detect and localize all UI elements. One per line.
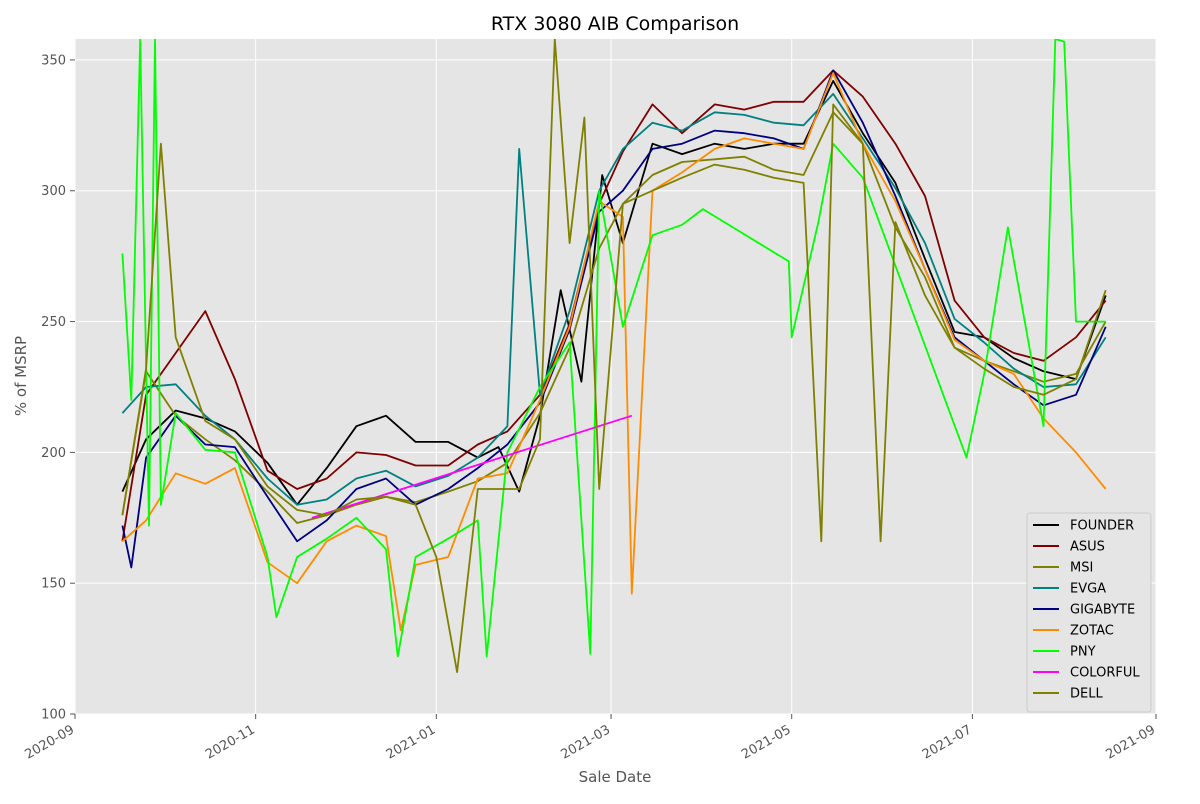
legend: FOUNDER ASUS MSI EVGA GIGABYTE ZOTAC PNY COLORF… xyxy=(1026,512,1152,713)
y-tick-label: 350 xyxy=(41,53,66,68)
chart-title: RTX 3080 AIB Comparison xyxy=(491,13,739,35)
plot-area xyxy=(75,39,1156,714)
y-tick-label: 150 xyxy=(41,577,66,592)
legend-label: ZOTAC xyxy=(1070,624,1114,639)
y-tick-label: 100 xyxy=(41,708,66,723)
legend-label: PNY xyxy=(1070,645,1096,660)
legend-label: EVGA xyxy=(1070,582,1106,597)
series-line-asus xyxy=(121,69,1107,542)
series-line-msi xyxy=(121,111,1107,524)
y-tick-label: 200 xyxy=(41,446,66,461)
series-line-colorful xyxy=(311,414,633,519)
series-line-pny xyxy=(121,39,1106,658)
y-tick-label: 300 xyxy=(41,184,66,199)
series-line-zotac xyxy=(121,72,1107,632)
legend-label: DELL xyxy=(1070,687,1103,702)
series-lines xyxy=(121,39,1107,673)
series-line-dell xyxy=(121,39,1107,673)
x-axis-label: Sale Date xyxy=(579,768,652,786)
legend-box xyxy=(1026,512,1152,713)
legend-label: GIGABYTE xyxy=(1070,603,1135,618)
legend-label: FOUNDER xyxy=(1070,519,1134,534)
legend-label: ASUS xyxy=(1070,540,1105,555)
legend-label: COLORFUL xyxy=(1070,666,1140,681)
legend-label: MSI xyxy=(1070,561,1093,576)
y-tick-label: 250 xyxy=(41,315,66,330)
y-axis-label: % of MSRP xyxy=(12,336,30,416)
series-line-founder xyxy=(121,80,1107,506)
